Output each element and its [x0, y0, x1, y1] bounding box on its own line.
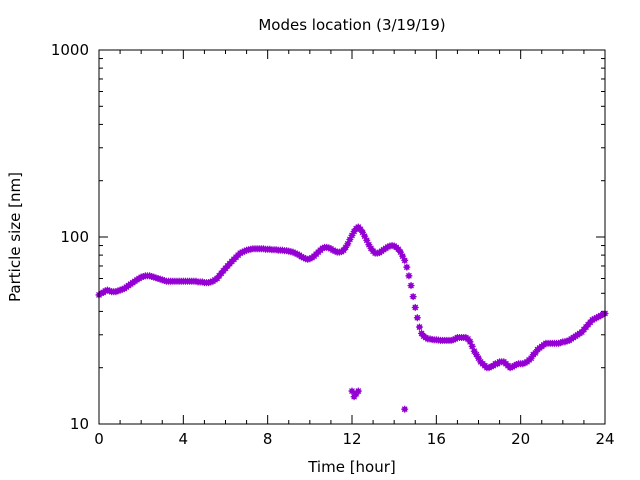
x-tick-label: 16: [427, 430, 446, 448]
data-point: [466, 338, 474, 346]
chart-title: Modes location (3/19/19): [258, 16, 445, 34]
tick-labels: 0 4 8 12 16 20 24 10 100 1000: [51, 41, 615, 448]
x-tick-label: 8: [263, 430, 273, 448]
x-axis-label: Time [hour]: [307, 458, 396, 476]
data-point: [405, 272, 413, 280]
data-point: [407, 282, 415, 290]
plot-frame: [98, 49, 606, 425]
data-point: [346, 235, 354, 243]
y-tick-label: 10: [70, 415, 89, 433]
y-tick-label: 1000: [51, 41, 89, 59]
data-point: [409, 293, 417, 301]
y-tick-label: 100: [60, 228, 89, 246]
x-tick-label: 20: [511, 430, 530, 448]
data-point: [401, 256, 409, 264]
data-point: [411, 303, 419, 311]
x-tick-label: 0: [94, 430, 104, 448]
data-point: [354, 387, 362, 395]
data-point: [401, 405, 409, 413]
data-points: [95, 223, 609, 413]
data-point: [415, 323, 423, 331]
x-tick-label: 4: [179, 430, 189, 448]
x-tick-label: 24: [595, 430, 614, 448]
data-point: [403, 263, 411, 271]
y-axis-label: Particle size [nm]: [6, 172, 24, 302]
x-tick-label: 12: [342, 430, 361, 448]
data-point: [348, 387, 356, 395]
data-point: [413, 314, 421, 322]
